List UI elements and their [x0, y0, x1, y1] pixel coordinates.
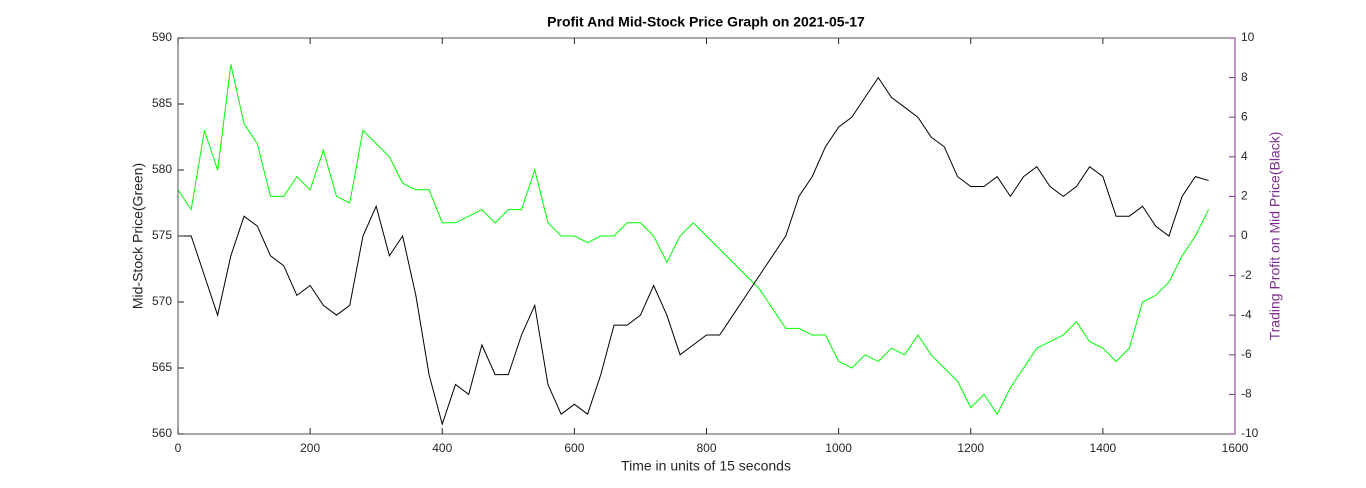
y-tick-label: 580	[152, 162, 172, 176]
x-tick-label: 1200	[957, 441, 984, 455]
y-tick-label: 575	[152, 228, 172, 242]
x-tick-label: 800	[696, 441, 716, 455]
y-axis-label: Mid-Stock Price(Green)	[130, 163, 146, 309]
x-tick-label: 1400	[1090, 441, 1117, 455]
y-tick-label: 560	[152, 426, 172, 440]
x-axis-label: Time in units of 15 seconds	[621, 458, 791, 474]
x-tick-label: 0	[175, 441, 182, 455]
y2-tick-label: -2	[1241, 268, 1252, 282]
x-tick-label: 400	[432, 441, 452, 455]
y2-tick-label: 10	[1241, 30, 1255, 44]
x-tick-label: 600	[564, 441, 584, 455]
y-tick-label: 590	[152, 30, 172, 44]
y2-tick-label: 4	[1241, 149, 1248, 163]
y-tick-label: 570	[152, 294, 172, 308]
chart-title: Profit And Mid-Stock Price Graph on 2021…	[547, 14, 865, 30]
y2-tick-label: 6	[1241, 109, 1248, 123]
y2-tick-label: 0	[1241, 228, 1248, 242]
y2-tick-label: -10	[1241, 426, 1259, 440]
y2-tick-label: -6	[1241, 347, 1252, 361]
x-tick-label: 1000	[825, 441, 852, 455]
y2-tick-label: -8	[1241, 387, 1252, 401]
y2-tick-label: 8	[1241, 70, 1248, 84]
x-tick-label: 1600	[1222, 441, 1249, 455]
data-line	[178, 76, 1209, 426]
y-tick-label: 565	[152, 360, 172, 374]
y-tick-label: 585	[152, 96, 172, 110]
y2-tick-label: 2	[1241, 189, 1248, 203]
y2-axis-label: Trading Profit on Mid Price(Black)	[1267, 132, 1283, 341]
data-line	[177, 64, 1210, 416]
x-tick-label: 200	[300, 441, 320, 455]
y2-tick-label: -4	[1241, 307, 1252, 321]
